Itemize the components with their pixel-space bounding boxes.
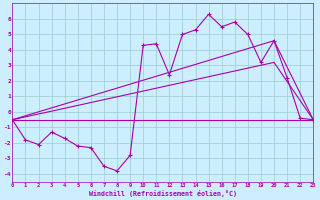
X-axis label: Windchill (Refroidissement éolien,°C): Windchill (Refroidissement éolien,°C) xyxy=(89,190,237,197)
